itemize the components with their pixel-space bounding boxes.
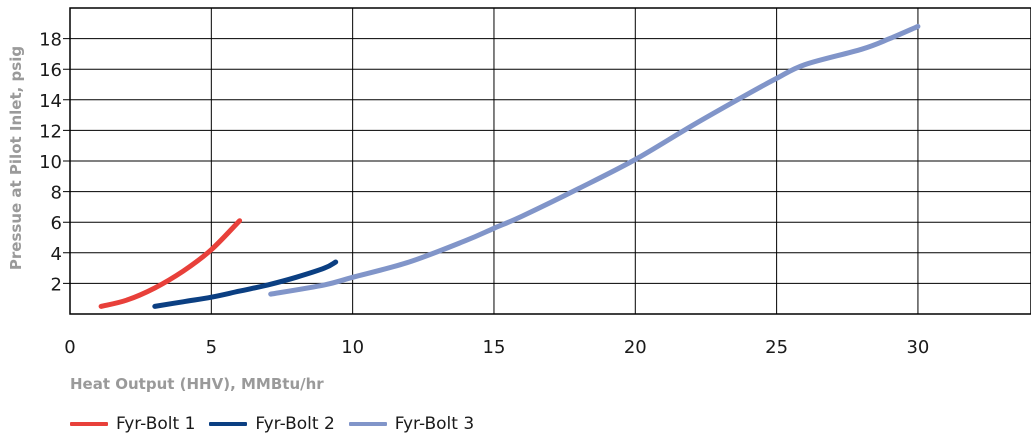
y-tick-label: 2 (51, 274, 62, 295)
y-tick-label: 14 (39, 91, 62, 112)
y-tick-label: 10 (39, 152, 62, 173)
x-axis-title: Heat Output (HHV), MMBtu/hr (70, 375, 324, 393)
y-tick-label: 4 (51, 244, 62, 265)
y-tick-label: 8 (51, 183, 62, 204)
legend-swatch (209, 422, 248, 426)
legend-item: Fyr-Bolt 3 (348, 414, 475, 434)
y-tick-label: 6 (51, 213, 62, 234)
grid (63, 8, 1031, 314)
tick-labels: 0 5 10 15 20 25 30 2 4 6 8 10 12 14 16 18 (39, 30, 929, 358)
legend-label: Fyr-Bolt 1 (116, 414, 196, 434)
legend-swatch (348, 422, 387, 426)
x-tick-label: 5 (206, 337, 217, 358)
legend-label: Fyr-Bolt 3 (394, 414, 475, 434)
y-tick-label: 18 (39, 30, 62, 51)
x-tick-label: 0 (64, 337, 75, 358)
x-tick-label: 20 (624, 337, 647, 358)
series-line-3 (268, 23, 921, 297)
legend-item: Fyr-Bolt 2 (209, 414, 335, 434)
legend-swatch (70, 422, 108, 426)
series-line-1 (98, 218, 243, 309)
legend-label: Fyr-Bolt 2 (255, 414, 335, 434)
y-tick-label: 16 (39, 60, 62, 81)
plot-frame (69, 7, 1031, 315)
legend: Fyr-Bolt 1 Fyr-Bolt 2 Fyr-Bolt 3 (70, 414, 474, 434)
legend-item: Fyr-Bolt 1 (70, 414, 195, 434)
x-tick-label: 25 (765, 337, 788, 358)
y-tick-label: 12 (39, 121, 62, 142)
series-lines (98, 23, 921, 309)
x-tick-label: 10 (341, 337, 364, 358)
x-tick-label: 15 (483, 337, 506, 358)
series-line-2 (152, 259, 339, 309)
y-axis-title: Pressue at Pilot Inlet, psig (7, 46, 25, 270)
x-tick-label: 30 (906, 337, 929, 358)
